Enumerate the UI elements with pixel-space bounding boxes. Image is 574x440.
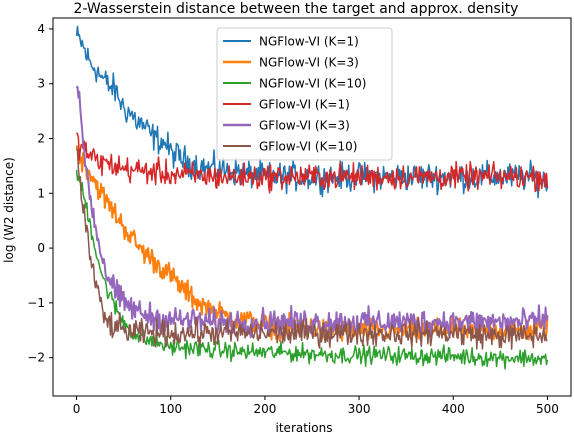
y-axis-ticks: −2 −1 0 1 2 3 4 [27,22,53,365]
legend-box [216,27,393,161]
legend-label-1: NGFlow-VI (K=1) [259,35,359,49]
x-axis-ticks: 0 100 200 300 400 500 [73,396,559,416]
y-tick-label: 4 [37,22,45,36]
series-line-5 [75,85,549,339]
y-axis-label: log (W2 distance) [2,157,16,263]
legend-label-5: GFlow-VI (K=3) [259,119,350,133]
series-layer [75,25,549,370]
series-line-4 [75,132,549,194]
y-tick-label: −2 [27,351,45,365]
y-tick-label: −1 [27,296,45,310]
legend-label-4: GFlow-VI (K=1) [259,98,350,112]
x-tick-label: 200 [253,402,276,416]
x-axis-label: iterations [276,421,333,435]
y-tick-label: 3 [37,77,45,91]
y-tick-label: 2 [37,132,45,146]
x-tick-label: 0 [73,402,81,416]
series-line-6 [75,148,548,350]
y-tick-label: 1 [37,186,45,200]
y-tick-label: 0 [37,241,45,255]
x-tick-label: 300 [348,402,371,416]
legend-label-3: NGFlow-VI (K=10) [259,77,366,91]
legend-label-6: GFlow-VI (K=10) [259,140,357,154]
x-tick-label: 500 [536,402,559,416]
chart-title: 2-Wasserstein distance between the targe… [74,1,519,17]
x-tick-label: 100 [159,402,182,416]
legend: NGFlow-VI (K=1) NGFlow-VI (K=3) NGFlow-VI … [216,27,393,161]
axes-frame [52,17,572,397]
plot-area: 0 100 200 300 400 500 −2 −1 0 1 2 3 4 [27,17,572,416]
x-tick-label: 400 [442,402,465,416]
legend-label-2: NGFlow-VI (K=3) [259,56,359,70]
